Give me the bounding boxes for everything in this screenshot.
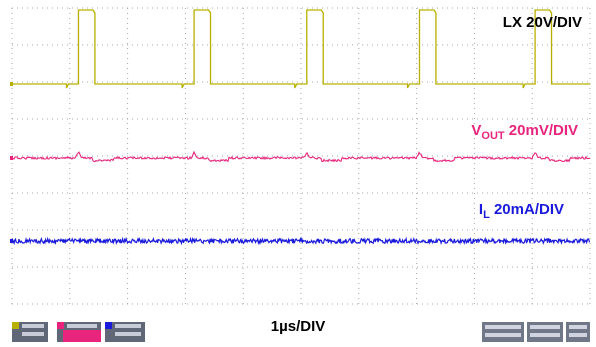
- il-label-sub: L: [483, 209, 490, 221]
- readout-text-bar: [530, 325, 560, 329]
- readout-text-bar: [569, 325, 587, 329]
- vout-label-main: V: [471, 122, 481, 139]
- il-label-rest: 20mA/DIV: [490, 201, 564, 218]
- channel-ground-marker: [10, 82, 13, 86]
- channel-color-tag: [12, 322, 19, 329]
- readout-text-bar: [115, 332, 141, 336]
- channel-ground-marker: [10, 239, 13, 243]
- readout-text-bar: [485, 325, 521, 329]
- il-label-main: I: [479, 201, 483, 218]
- vout-label-rest: 20mV/DIV: [505, 122, 578, 139]
- il-trace: [11, 236, 591, 246]
- readout-text-bar: [22, 324, 44, 328]
- traces: [10, 9, 591, 246]
- channel-ground-marker: [10, 156, 13, 160]
- readout-text-bar: [530, 333, 560, 337]
- channel-status-readouts: [12, 322, 145, 342]
- lx-scale-label: LX 20V/DIV: [503, 14, 582, 31]
- vout-trace: [11, 150, 590, 163]
- readout-text-bar: [485, 333, 521, 337]
- channel-color-tag: [105, 322, 112, 329]
- channel-color-tag: [57, 322, 64, 329]
- readout-text-bar: [67, 324, 97, 328]
- readout-text-bar: [22, 332, 44, 336]
- vout-scale-label: VOUT 20mV/DIV: [471, 122, 578, 142]
- vout-label-sub: OUT: [481, 130, 505, 142]
- graticule-grid: [11, 7, 591, 305]
- trigger-status-readouts: [482, 322, 590, 342]
- il-scale-label: IL 20mA/DIV: [479, 201, 564, 221]
- vout-highlight: [63, 330, 101, 342]
- time-scale-label: 1µs/DIV: [271, 318, 326, 335]
- readout-text-bar: [569, 333, 587, 337]
- lx-trace: [12, 9, 590, 89]
- readout-text-bar: [115, 324, 141, 328]
